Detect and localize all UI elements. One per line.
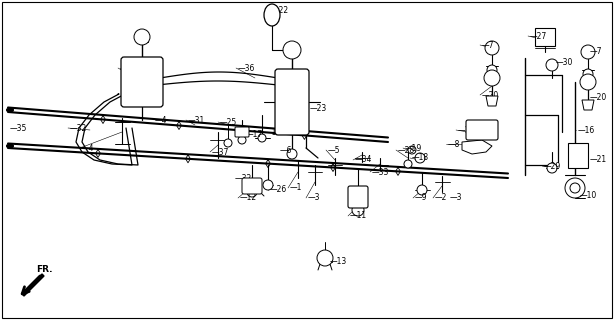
Text: —36: —36 [238, 63, 255, 73]
Text: —37: —37 [212, 148, 230, 156]
Text: —4: —4 [155, 116, 168, 124]
Text: —18: —18 [412, 154, 429, 163]
Text: —20: —20 [482, 91, 499, 100]
Polygon shape [462, 140, 492, 154]
Circle shape [547, 163, 557, 173]
Circle shape [417, 185, 427, 195]
Text: —5: —5 [328, 146, 341, 155]
Circle shape [580, 74, 596, 90]
FancyBboxPatch shape [275, 69, 309, 135]
Text: —19: —19 [405, 143, 422, 153]
Circle shape [224, 139, 232, 147]
Text: —35: —35 [10, 124, 28, 132]
FancyBboxPatch shape [466, 120, 498, 140]
Text: —15: —15 [265, 127, 282, 137]
Text: —25: —25 [220, 117, 237, 126]
Text: —3: —3 [308, 194, 321, 203]
Text: —32: —32 [235, 173, 252, 182]
FancyBboxPatch shape [121, 57, 163, 107]
Text: —21: —21 [590, 156, 607, 164]
FancyBboxPatch shape [348, 186, 368, 208]
Ellipse shape [264, 4, 280, 26]
Text: —28: —28 [398, 146, 415, 155]
Polygon shape [22, 274, 44, 296]
Text: —13: —13 [330, 258, 348, 267]
Circle shape [283, 41, 301, 59]
Circle shape [570, 183, 580, 193]
Circle shape [408, 146, 416, 154]
Text: —33: —33 [372, 167, 389, 177]
Text: —7: —7 [590, 47, 602, 57]
FancyBboxPatch shape [235, 127, 249, 137]
Text: —22: —22 [272, 5, 289, 14]
Polygon shape [582, 100, 594, 110]
Text: —11: —11 [350, 212, 367, 220]
Text: FR.: FR. [36, 266, 53, 275]
Circle shape [487, 65, 497, 75]
Circle shape [581, 45, 595, 59]
Circle shape [263, 180, 273, 190]
Circle shape [483, 125, 493, 135]
Circle shape [470, 125, 480, 135]
Text: —14: —14 [458, 125, 475, 134]
Circle shape [134, 29, 150, 45]
Bar [568, 143, 588, 168]
Bar [535, 28, 555, 46]
Text: —17: —17 [246, 130, 263, 139]
Text: —30: —30 [556, 58, 573, 67]
Text: —20: —20 [590, 93, 607, 102]
Circle shape [247, 187, 257, 197]
Text: —34: —34 [355, 156, 372, 164]
Text: —4: —4 [82, 143, 95, 153]
Text: —32: —32 [70, 124, 87, 132]
Circle shape [484, 70, 500, 86]
Text: —2: —2 [435, 194, 448, 203]
Text: —23: —23 [310, 103, 327, 113]
Circle shape [565, 178, 585, 198]
FancyBboxPatch shape [242, 178, 262, 194]
Text: —10: —10 [580, 190, 597, 199]
Text: —3: —3 [450, 194, 462, 203]
Circle shape [415, 153, 425, 163]
Text: —27: —27 [530, 31, 547, 41]
Text: —6: —6 [280, 146, 292, 155]
Text: —8: —8 [448, 140, 460, 148]
Polygon shape [486, 96, 498, 106]
Text: —1: —1 [290, 183, 302, 193]
Circle shape [258, 134, 266, 142]
Circle shape [583, 69, 593, 79]
Text: —29: —29 [544, 162, 561, 171]
Text: —9: —9 [415, 194, 427, 203]
Circle shape [404, 160, 412, 168]
Text: —12: —12 [240, 194, 257, 203]
Circle shape [287, 149, 297, 159]
Circle shape [485, 41, 499, 55]
Circle shape [546, 59, 558, 71]
Circle shape [352, 204, 364, 216]
Circle shape [238, 136, 246, 144]
Text: —16: —16 [578, 125, 595, 134]
Text: —7: —7 [482, 41, 494, 50]
Text: —24: —24 [120, 63, 138, 73]
Text: —31: —31 [188, 116, 205, 124]
Circle shape [317, 250, 333, 266]
Text: —26: —26 [270, 186, 287, 195]
